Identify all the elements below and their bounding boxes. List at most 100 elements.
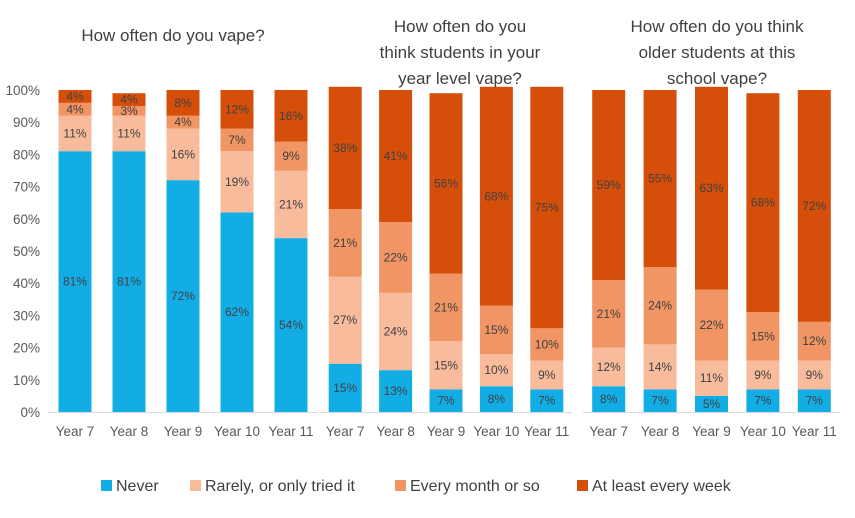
data-label: 11% [700, 371, 723, 385]
legend-label: Never [116, 478, 159, 495]
bar-segment [166, 90, 200, 116]
data-label: 12% [597, 360, 621, 374]
bar-segment [58, 115, 92, 152]
data-label: 72% [802, 199, 826, 213]
bar-segment [643, 389, 677, 412]
chart-panel-2: How often do you think students in your ye… [320, 17, 572, 439]
bar-segment [379, 370, 413, 412]
panel-title-line: How often do you [394, 17, 526, 36]
bar-segment [166, 180, 200, 412]
y-tick-label: 60% [13, 212, 40, 227]
bar-segment [328, 86, 362, 210]
bar-segment [797, 389, 831, 412]
data-label: 10% [535, 337, 559, 351]
bar-segment [328, 363, 362, 412]
panel-title-line: older students at this [639, 43, 796, 62]
bar-segment [695, 86, 728, 290]
bar-segment [530, 360, 564, 390]
x-tick-label: Year 10 [740, 424, 786, 439]
data-label: 21% [597, 307, 621, 321]
y-tick-label: 40% [13, 276, 40, 291]
y-tick-label: 50% [13, 244, 40, 259]
bar-segment [379, 90, 413, 223]
y-tick-label: 80% [13, 147, 40, 162]
bar-segment [479, 354, 513, 387]
x-tick-label: Year 10 [214, 424, 260, 439]
bar-segment [58, 90, 92, 103]
data-label: 15% [333, 381, 357, 395]
data-label: 59% [597, 178, 621, 192]
bar-segment [379, 222, 413, 293]
data-label: 22% [699, 318, 723, 332]
x-tick-label: Year 8 [641, 424, 680, 439]
data-label: 21% [333, 236, 357, 250]
bar-segment [479, 305, 513, 355]
bar-segment [746, 312, 780, 361]
y-tick-label: 100% [5, 83, 40, 98]
bar-segment [592, 90, 626, 280]
data-label: 7% [437, 394, 455, 408]
data-label: 68% [484, 189, 508, 203]
bar-segment [643, 90, 677, 268]
bar-segment [746, 389, 780, 412]
x-tick-label: Year 9 [692, 424, 731, 439]
panel-title-line: How often do you vape? [81, 26, 264, 45]
data-label: 41% [384, 149, 408, 163]
bar-segment [274, 90, 308, 142]
bar-segment [112, 93, 146, 107]
bar-segment [220, 128, 254, 152]
bar-segment [695, 395, 728, 412]
data-label: 7% [228, 133, 246, 147]
bar-segment [479, 386, 513, 412]
data-label: 3% [120, 104, 138, 118]
x-tick-label: Year 7 [589, 424, 628, 439]
bar-segment [797, 90, 831, 322]
data-label: 72% [171, 289, 195, 303]
bar-segment [592, 386, 626, 412]
bar-segment [429, 341, 463, 390]
data-label: 81% [63, 275, 87, 289]
bar-segment [166, 115, 200, 129]
data-label: 7% [754, 394, 772, 408]
bar-segment [746, 93, 780, 313]
data-label: 38% [333, 141, 357, 155]
bar-segment [112, 115, 146, 152]
x-tick-label: Year 8 [110, 424, 149, 439]
panel-title-line: school vape? [667, 69, 767, 88]
data-label: 62% [225, 305, 249, 319]
bar-segment [695, 360, 728, 396]
bar-segment [429, 389, 463, 412]
data-label: 27% [333, 313, 357, 327]
data-label: 9% [806, 368, 824, 382]
y-tick-label: 10% [13, 373, 40, 388]
panel-title-line: think students in your [380, 43, 541, 62]
data-label: 15% [434, 358, 458, 372]
legend-swatch [190, 480, 201, 491]
bar-segment [379, 292, 413, 371]
data-label: 15% [751, 329, 775, 343]
bar-segment [220, 212, 254, 412]
chart-panel-1: How often do you vape?81%11%4%4%Year 781… [48, 26, 318, 439]
x-tick-label: Year 7 [326, 424, 365, 439]
bar-segment [429, 273, 463, 342]
data-label: 14% [648, 360, 672, 374]
data-label: 21% [279, 197, 303, 211]
bar-segment [695, 289, 728, 361]
bar-segment [274, 170, 308, 239]
data-label: 68% [751, 196, 775, 210]
bar-segment [429, 93, 463, 274]
bar-segment [643, 344, 677, 390]
legend-swatch [395, 480, 406, 491]
data-label: 8% [174, 96, 192, 110]
bar-segment [274, 238, 308, 412]
x-tick-label: Year 11 [524, 424, 569, 439]
data-label: 10% [484, 363, 508, 377]
bar-segment [112, 151, 146, 412]
data-label: 56% [434, 176, 458, 190]
bar-segment [643, 267, 677, 345]
data-label: 12% [225, 102, 249, 116]
legend-label: Rarely, or only tried it [205, 478, 356, 495]
chart-panel-3: How often do you think older students at … [583, 17, 840, 439]
y-tick-label: 30% [13, 308, 40, 323]
